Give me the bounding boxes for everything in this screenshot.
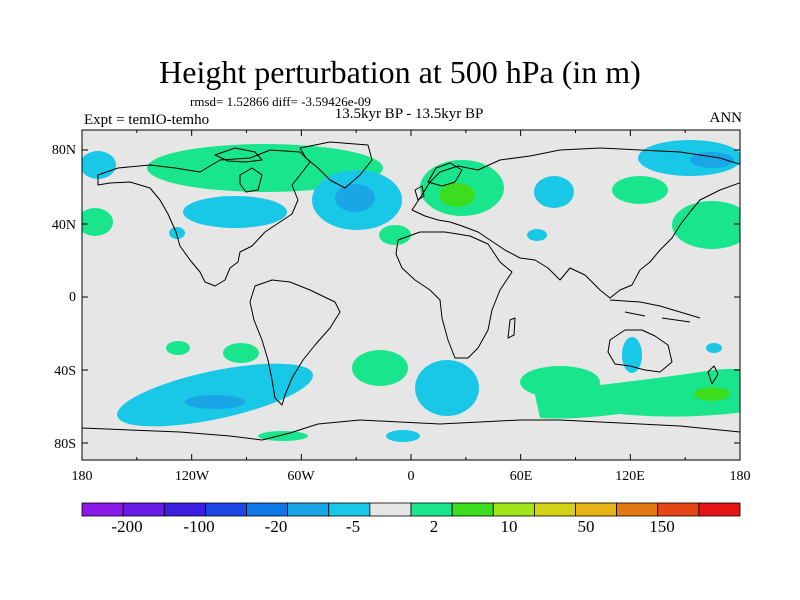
coastlines (82, 141, 740, 441)
coastline-south-america (249, 279, 341, 406)
colorbar-swatch (616, 502, 659, 517)
colorbar-swatch (287, 502, 330, 517)
colorbar-label: 150 (649, 517, 675, 536)
colorbar-swatch (698, 502, 741, 517)
colorbar-swatch (575, 502, 618, 517)
colorbar-swatch (204, 502, 247, 517)
x-tick-label: 180 (730, 469, 751, 484)
colorbar-label: 10 (501, 517, 518, 536)
anomaly-positive-south-pacific-b (223, 343, 259, 363)
coastline-eurasia (411, 147, 740, 299)
coastline-africa (395, 231, 513, 359)
anomaly-negative-south-pacific-core (185, 395, 245, 409)
anomaly-positive-east-asia (612, 176, 668, 204)
anomaly-positive-south-atlantic (352, 350, 408, 386)
anomaly-negative-tasman (706, 343, 722, 353)
anomaly-negative-australia (622, 337, 642, 373)
x-tick-label: 180 (72, 469, 93, 484)
colorbar-swatch (533, 502, 576, 517)
x-tick-label: 120E (615, 469, 645, 484)
colorbar-swatch (369, 502, 412, 517)
colorbar-swatch (492, 502, 535, 517)
colorbar-swatch (122, 502, 165, 517)
x-tick-label: 0 (408, 469, 415, 484)
chart-title: Height perturbation at 500 hPa (in m) (159, 54, 641, 90)
anomaly-negative-north-america (183, 196, 287, 228)
y-tick-label: 80N (52, 143, 76, 158)
coastline-greenland (299, 141, 373, 189)
colorbar-label: 2 (430, 517, 439, 536)
colorbar-swatch (410, 502, 453, 517)
anomaly-negative-central-asia (534, 176, 574, 208)
axis-ticks (81, 130, 741, 460)
y-tick-label: 0 (69, 290, 76, 305)
colorbar (81, 502, 741, 517)
colorbar-label: -200 (111, 517, 142, 536)
x-tick-label: 120W (175, 469, 210, 484)
anomaly-positive-west-edge (82, 208, 113, 236)
coastline-british-isles (414, 185, 425, 201)
coastline-madagascar (507, 317, 516, 339)
anomaly-positive-south-pacific-a (166, 341, 190, 355)
coastline-antarctica (82, 419, 740, 441)
coastline-indonesia (609, 299, 701, 323)
colorbar-swatch (657, 502, 700, 517)
coastline-hudson-bay (239, 167, 263, 193)
subtitle-label: 13.5kyr BP - 13.5kyr BP (334, 106, 484, 122)
anomaly-negative-arctic-east-core (690, 152, 734, 168)
colorbar-swatch (81, 502, 124, 517)
anomaly-negative-indian-north (527, 229, 547, 241)
anomaly-negative-north-atlantic-core (335, 184, 375, 212)
colorbar-label: -5 (346, 517, 360, 536)
anomaly-positive-europe-core (439, 183, 475, 207)
stats-label: rmsd= 1.52866 diff= -3.59426e-09 (190, 94, 371, 109)
coastline-new-zealand (707, 365, 719, 385)
anomaly-positive-north-africa (379, 225, 411, 245)
anomaly-negative-west-pacific (169, 227, 185, 239)
coastline-scandinavia (427, 162, 463, 187)
anomaly-negative-antarctic (386, 430, 420, 442)
coastline-north-america (97, 149, 311, 287)
x-tick-label: 60E (510, 469, 533, 484)
colorbar-label: 50 (578, 517, 595, 536)
anomaly-positive-southern-ocean-band (535, 368, 740, 419)
colorbar-swatch (328, 502, 371, 517)
colorbar-swatch (246, 502, 289, 517)
colorbar-swatch (163, 502, 206, 517)
anomaly-negative-south-atlantic (415, 360, 479, 416)
y-tick-label: 40S (54, 364, 76, 379)
colorbar-swatch (451, 502, 494, 517)
colorbar-label: -20 (265, 517, 288, 536)
contour-fills (82, 140, 740, 442)
y-tick-label: 40N (52, 218, 76, 233)
x-tick-label: 60W (287, 469, 315, 484)
colorbar-label: -100 (183, 517, 214, 536)
experiment-label: Expt = temIO-temho (84, 112, 210, 128)
anomaly-positive-antarctic (258, 431, 308, 441)
coastline-australia (607, 329, 673, 373)
coastline-arctic-islands (214, 147, 263, 163)
season-label: ANN (709, 110, 743, 126)
anomaly-positive-southern-ocean-core (694, 387, 730, 401)
y-tick-label: 80S (54, 437, 76, 452)
